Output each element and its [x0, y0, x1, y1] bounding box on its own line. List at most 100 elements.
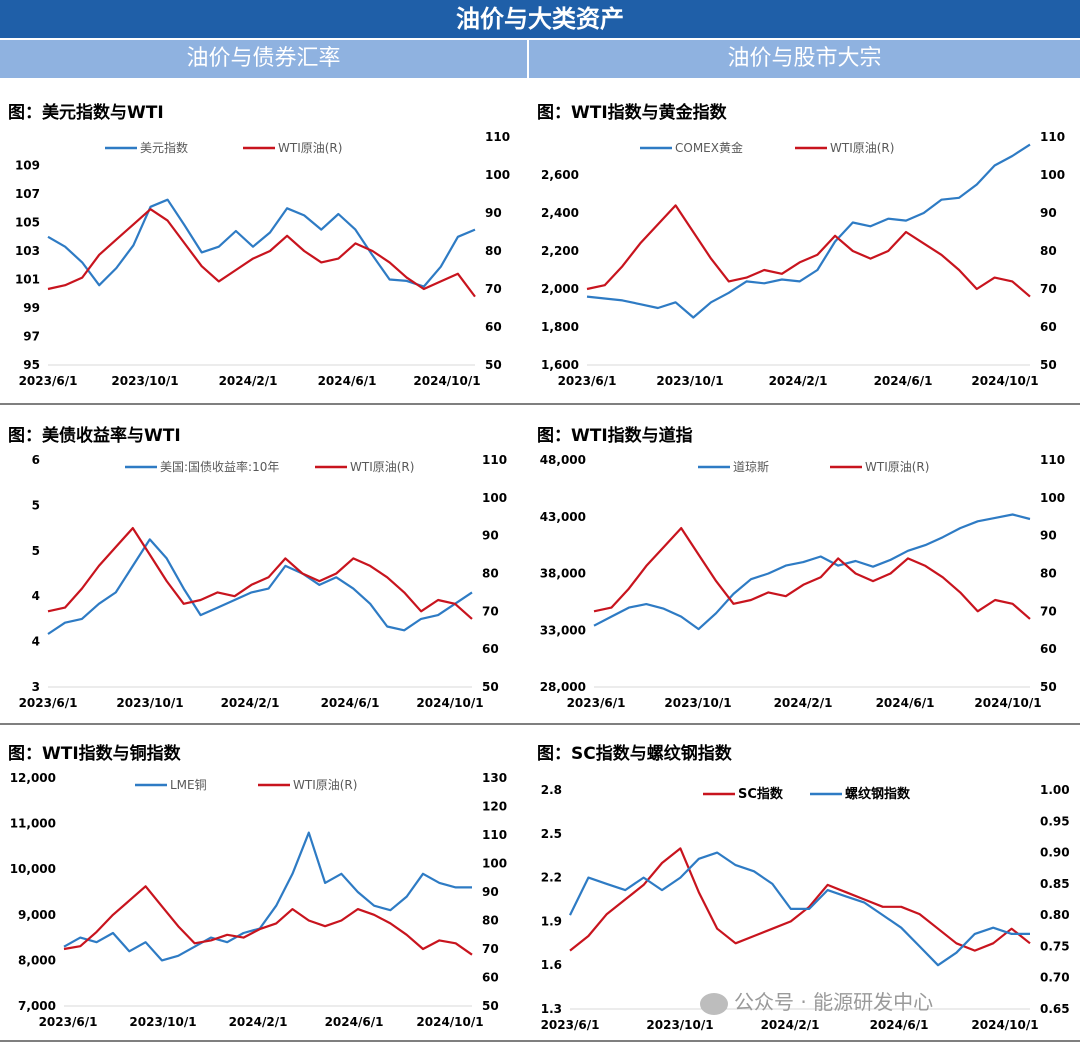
y-right-tick-label: 50 [482, 999, 499, 1013]
y-left-tick-label: 2.5 [541, 827, 562, 841]
x-tick-label: 2024/6/1 [874, 374, 933, 388]
y-left-tick-label: 99 [23, 301, 40, 315]
legend-label: WTI原油(R) [830, 141, 894, 155]
chart-title-copper-wti: 图：WTI指数与铜指数 [8, 744, 181, 764]
y-right-tick-label: 80 [1040, 567, 1057, 581]
watermark-text: 公众号 · 能源研发中心 [734, 990, 934, 1014]
x-tick-label: 2023/6/1 [19, 696, 78, 710]
y-right-tick-label: 100 [482, 491, 507, 505]
y-right-tick-label: 90 [1040, 529, 1057, 543]
x-tick-label: 2024/2/1 [774, 696, 833, 710]
chart-gold-wti: 2,600 2,400 2,200 2,000 1,800 1,600 110 100 90 80… [541, 130, 1065, 388]
y-right-tick-label: 70 [485, 282, 502, 296]
y-left-tick-label: 3 [32, 680, 40, 694]
y-left-tick-label: 101 [15, 273, 40, 287]
x-tick-label: 2024/10/1 [413, 374, 480, 388]
x-tick-label: 2024/10/1 [416, 1015, 483, 1029]
page-title: 油价与大类资产 [0, 0, 1080, 38]
watermark: 公众号 · 能源研发中心 [700, 986, 933, 1015]
chart-copper-wti: 12,000 11,000 10,000 9,000 8,000 7,000 130 120 1… [10, 771, 507, 1029]
y-right-tick-label: 50 [482, 680, 499, 694]
panel-divider [0, 723, 1080, 725]
y-right-tick-label: 0.90 [1040, 846, 1070, 860]
legend-label: COMEX黄金 [675, 140, 743, 155]
section-header-bonds-fx: 油价与债券汇率 [0, 40, 527, 78]
x-tick-label: 2024/10/1 [974, 696, 1041, 710]
x-tick-label: 2024/2/1 [219, 374, 278, 388]
legend-label: 道琼斯 [733, 459, 769, 474]
y-right-tick-label: 0.65 [1040, 1002, 1070, 1016]
y-right-tick-label: 110 [482, 828, 507, 842]
y-left-tick-label: 10,000 [10, 862, 56, 876]
legend-label: 美元指数 [140, 140, 188, 155]
x-tick-label: 2023/10/1 [116, 696, 183, 710]
legend-label: WTI原油(R) [865, 460, 929, 474]
y-left-tick-label: 2,600 [541, 168, 579, 182]
series-line-0 [569, 847, 1031, 952]
y-right-tick-label: 80 [1040, 244, 1057, 258]
x-tick-label: 2023/6/1 [541, 1018, 600, 1032]
wechat-icon [700, 992, 728, 1015]
y-left-tick-label: 6 [32, 453, 40, 467]
y-left-tick-label: 5 [32, 544, 40, 558]
legend-label: 螺纹钢指数 [845, 786, 911, 802]
x-tick-label: 2024/2/1 [761, 1018, 820, 1032]
y-right-tick-label: 110 [482, 453, 507, 467]
chart-title-sc-rebar: 图：SC指数与螺纹钢指数 [537, 744, 732, 764]
y-left-tick-label: 107 [15, 187, 40, 201]
y-right-tick-label: 1.00 [1040, 783, 1070, 797]
y-left-tick-label: 105 [15, 216, 40, 230]
legend-label: WTI原油(R) [278, 141, 342, 155]
y-right-tick-label: 70 [1040, 604, 1057, 618]
y-right-tick-label: 80 [485, 244, 502, 258]
y-left-tick-label: 2.2 [541, 871, 562, 885]
series-line-1 [569, 851, 1030, 967]
x-tick-label: 2024/2/1 [769, 374, 828, 388]
x-tick-label: 2024/6/1 [870, 1018, 929, 1032]
y-right-tick-label: 80 [482, 567, 499, 581]
x-tick-label: 2024/10/1 [971, 1018, 1038, 1032]
y-right-tick-label: 110 [485, 130, 510, 144]
y-right-tick-label: 0.85 [1040, 877, 1070, 891]
x-tick-label: 2024/2/1 [221, 696, 280, 710]
y-left-tick-label: 1.6 [541, 958, 562, 972]
chart-dow-wti: 48,000 43,000 38,000 33,000 28,000 110 100 90 80… [540, 453, 1065, 710]
x-tick-label: 2023/6/1 [39, 1015, 98, 1029]
chart-title-usd-wti: 图：美元指数与WTI [8, 103, 164, 123]
y-right-tick-label: 60 [485, 320, 502, 334]
x-tick-label: 2023/6/1 [567, 696, 626, 710]
y-right-tick-label: 70 [482, 942, 499, 956]
series-line-1 [593, 527, 1031, 620]
y-left-tick-label: 1,800 [541, 320, 579, 334]
y-left-tick-label: 12,000 [10, 771, 56, 785]
legend-label: WTI原油(R) [350, 460, 414, 474]
x-tick-label: 2024/6/1 [321, 696, 380, 710]
y-right-tick-label: 60 [482, 971, 499, 985]
y-right-tick-label: 90 [482, 885, 499, 899]
y-left-tick-label: 8,000 [18, 953, 56, 967]
series-line-1 [47, 527, 473, 620]
y-right-tick-label: 60 [1040, 642, 1057, 656]
y-right-tick-label: 90 [1040, 206, 1057, 220]
y-right-tick-label: 100 [485, 168, 510, 182]
x-tick-label: 2024/10/1 [971, 374, 1038, 388]
y-right-tick-label: 60 [1040, 320, 1057, 334]
y-right-tick-label: 120 [482, 800, 507, 814]
y-right-tick-label: 130 [482, 771, 507, 785]
y-right-tick-label: 90 [482, 529, 499, 543]
y-right-tick-label: 70 [1040, 282, 1057, 296]
chart-usd-wti: 109 107 105 103 101 99 97 95 110 100 90 80 70 60 50 202… [15, 130, 510, 388]
panel-divider [0, 403, 1080, 405]
y-right-tick-label: 100 [1040, 491, 1065, 505]
y-right-tick-label: 110 [1040, 453, 1065, 467]
chart-title-yield-wti: 图：美债收益率与WTI [8, 426, 181, 446]
y-left-tick-label: 43,000 [540, 510, 586, 524]
panel-divider [0, 1040, 1080, 1042]
chart-title-dow-wti: 图：WTI指数与道指 [537, 426, 693, 446]
y-left-tick-label: 2,000 [541, 282, 579, 296]
x-tick-label: 2024/6/1 [325, 1015, 384, 1029]
x-tick-label: 2023/6/1 [19, 374, 78, 388]
y-left-tick-label: 103 [15, 244, 40, 258]
y-left-tick-label: 1.9 [541, 914, 562, 928]
y-left-tick-label: 1,600 [541, 358, 579, 372]
